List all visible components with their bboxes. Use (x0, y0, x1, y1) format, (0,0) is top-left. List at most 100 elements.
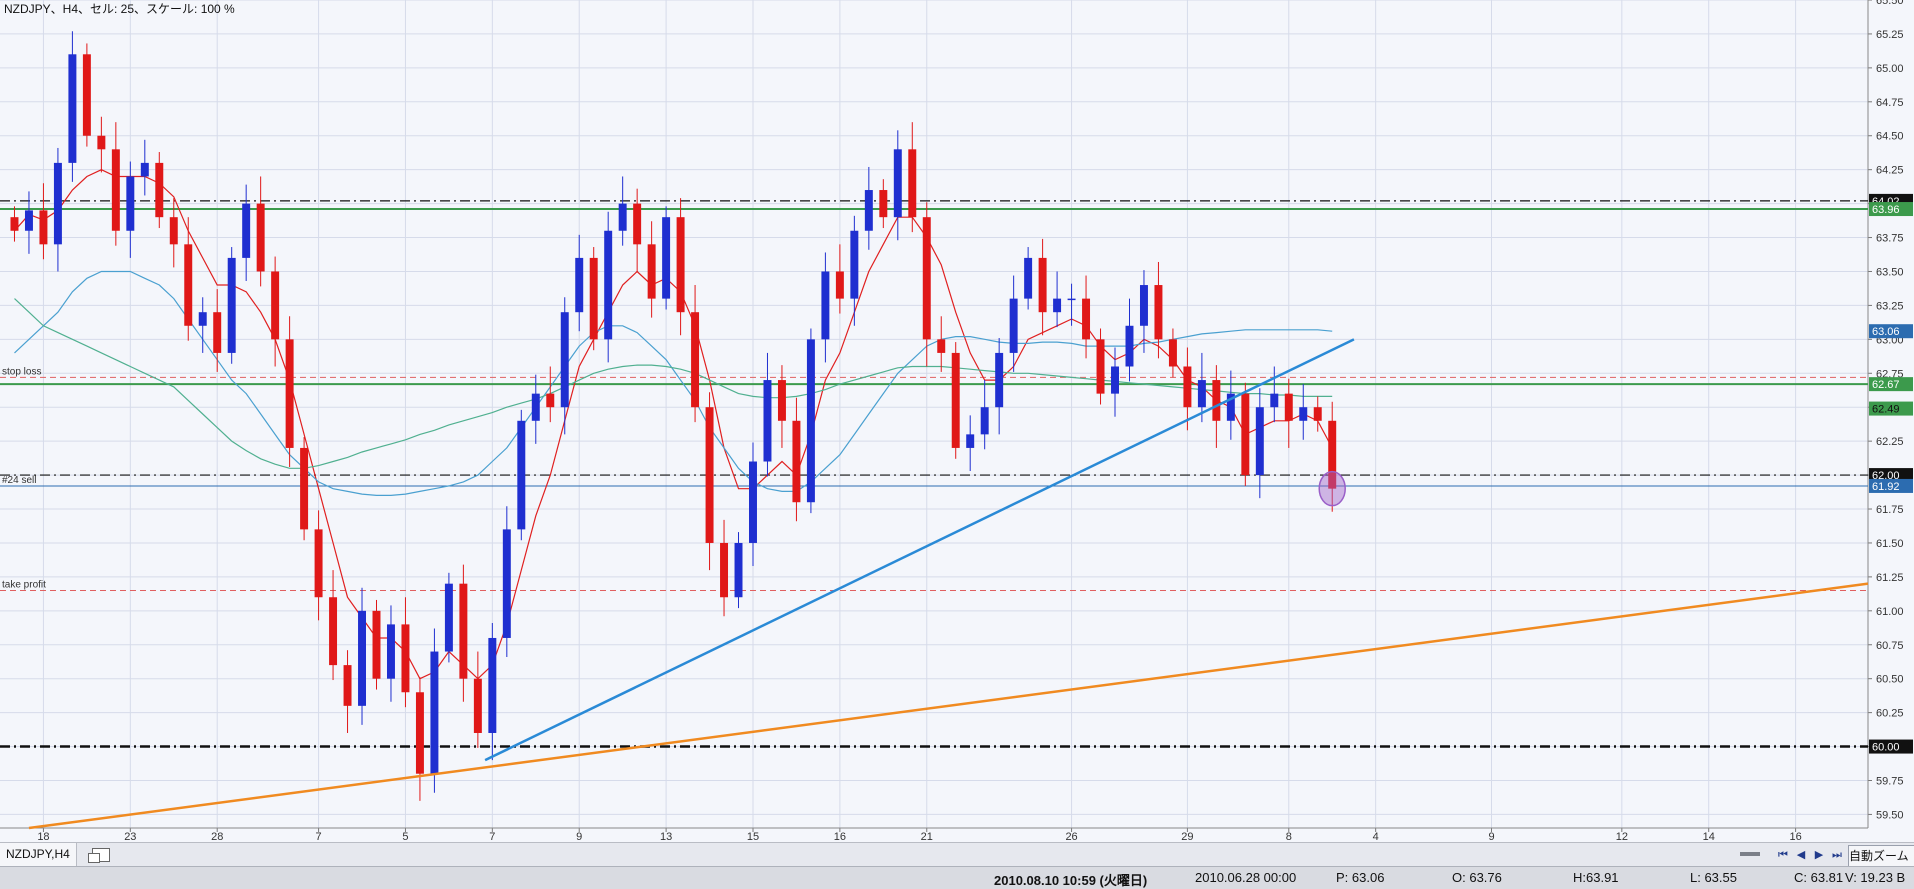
price-label-bg (1869, 377, 1913, 392)
candle (300, 437, 309, 541)
next-button[interactable]: ▶ (1814, 849, 1824, 861)
candle-body (1067, 298, 1076, 301)
y-tick-label: 64.50 (1876, 131, 1904, 143)
candle (966, 415, 975, 472)
candle-body (951, 352, 960, 448)
candle (835, 244, 844, 314)
candle (256, 176, 265, 287)
y-tick-label: 62.25 (1876, 436, 1904, 448)
candle-body (647, 244, 656, 299)
candle (908, 122, 917, 233)
chart-navigation: ⏮ ◀ ▶ ⏭ 自動ズーム (1740, 845, 1914, 867)
last-button[interactable]: ⏭ (1832, 849, 1842, 861)
candle-body (343, 665, 352, 706)
price-label-bg (1869, 478, 1913, 493)
candle (343, 650, 352, 733)
auto-zoom-button[interactable]: 自動ズーム (1848, 845, 1914, 867)
status-open: O: 63.76 (1452, 870, 1502, 885)
candle-body (1328, 420, 1337, 489)
prev-button[interactable]: ◀ (1796, 849, 1806, 861)
candle-body (691, 312, 700, 408)
price-label-text: 62.67 (1872, 379, 1900, 391)
price-label-text: 63.96 (1872, 204, 1900, 216)
candle-body (97, 135, 106, 150)
status-bar: 2010.08.10 10:59 (火曜日) 2010.06.28 00:00 … (0, 866, 1914, 889)
candle (184, 217, 193, 341)
status-high: H:63.91 (1573, 870, 1619, 885)
candle-body (575, 257, 584, 313)
y-tick-label: 65.25 (1876, 29, 1904, 41)
candle-body (995, 352, 1004, 408)
candle (198, 297, 207, 353)
candle (618, 176, 627, 246)
candle-body (358, 610, 366, 706)
candle (97, 116, 106, 173)
candle (995, 337, 1004, 435)
window-icon[interactable] (88, 848, 110, 863)
candle-body (169, 217, 178, 245)
first-button[interactable]: ⏮ (1778, 849, 1788, 861)
price-chart[interactable]: 65.5065.2565.0064.7564.5064.2564.0063.75… (0, 0, 1914, 843)
candle (777, 365, 786, 448)
candle (1009, 275, 1018, 372)
candle (734, 532, 743, 609)
candle-body (82, 54, 91, 136)
candle-body (835, 271, 844, 299)
current-bar-marker (1318, 470, 1346, 507)
candle-body (1255, 407, 1264, 476)
candle-body (792, 420, 801, 503)
candle (980, 380, 989, 450)
y-tick-label: 60.50 (1876, 674, 1904, 686)
candle-body (10, 217, 19, 231)
candle-body (473, 678, 482, 733)
x-tick-label: 13 (660, 831, 672, 842)
candle (1313, 396, 1322, 432)
candle (213, 289, 222, 372)
candle-body (662, 217, 671, 299)
candle (169, 198, 178, 268)
candle-body (864, 190, 873, 231)
candle (1197, 352, 1206, 423)
candle (1038, 238, 1047, 336)
candle-body (531, 393, 540, 421)
candle (792, 397, 801, 522)
candle-body (1284, 393, 1293, 421)
candle (1183, 347, 1192, 431)
candle-body (53, 162, 62, 245)
candle-body (908, 149, 917, 218)
status-p: P: 63.06 (1336, 870, 1385, 885)
candle (705, 392, 714, 571)
candle-body (1053, 298, 1062, 313)
candle-body (256, 203, 265, 272)
scroll-thumb[interactable] (1740, 852, 1760, 856)
y-tick-label: 59.50 (1876, 809, 1904, 821)
y-tick-label: 65.50 (1876, 0, 1904, 7)
candle (821, 252, 830, 363)
candle-body (1212, 380, 1221, 421)
chart-canvas[interactable]: 65.5065.2565.0064.7564.5064.2564.0063.75… (0, 0, 1914, 843)
x-tick-label: 26 (1065, 831, 1077, 842)
candle (314, 510, 323, 621)
candle (691, 285, 700, 423)
candle-body (720, 542, 729, 598)
candle-body (1299, 407, 1308, 421)
y-tick-label: 64.25 (1876, 165, 1904, 177)
x-tick-label: 16 (1789, 831, 1801, 842)
tab-nzdjpy-h4[interactable]: NZDJPY,H4 (0, 843, 77, 866)
candle (502, 506, 511, 657)
candle (951, 342, 960, 459)
candle (1284, 378, 1293, 448)
candle (893, 130, 902, 241)
candle (1241, 382, 1250, 486)
price-label: 63.06 (1869, 324, 1913, 339)
candle-body (676, 217, 685, 313)
candle (1226, 370, 1235, 440)
x-tick-label: 14 (1703, 831, 1715, 842)
candle (10, 206, 19, 242)
candle (285, 316, 294, 467)
candle (1299, 384, 1308, 440)
candle-body (1226, 393, 1235, 421)
candle (575, 234, 584, 332)
candle-body (749, 461, 757, 543)
candle (720, 519, 729, 617)
